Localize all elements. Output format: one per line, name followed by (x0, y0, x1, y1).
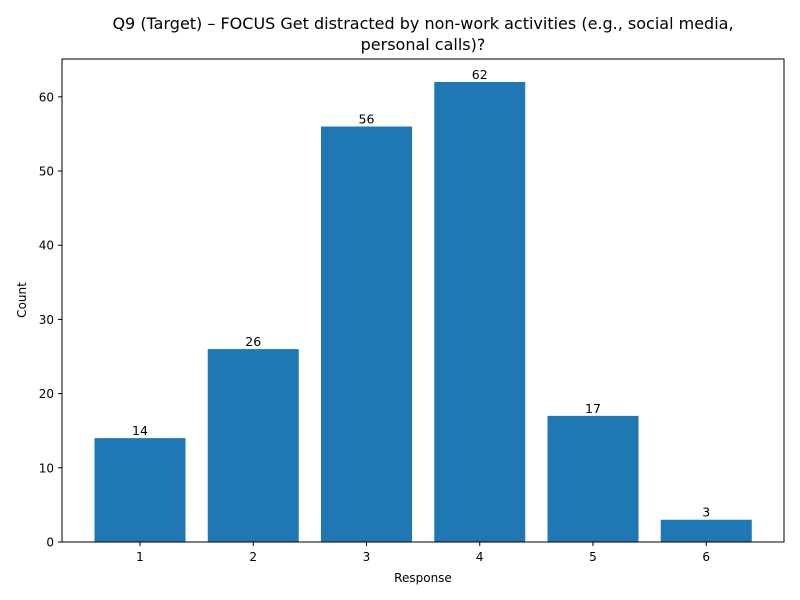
y-tick-label-50: 50 (39, 165, 54, 179)
data-label-5: 17 (585, 401, 601, 416)
x-tick-label-6: 6 (702, 550, 710, 564)
x-tick-label-2: 2 (249, 550, 257, 564)
x-axis-ticks: 1 2 3 4 5 6 (136, 542, 710, 564)
chart-title-line-2: personal calls)? (361, 35, 486, 54)
bar-6 (660, 519, 752, 542)
y-tick-label-10: 10 (39, 461, 54, 475)
x-tick-label-1: 1 (136, 550, 144, 564)
bar-1 (94, 438, 186, 542)
data-label-2: 26 (245, 334, 261, 349)
y-tick-label-0: 0 (46, 536, 54, 550)
y-tick-label-20: 20 (39, 387, 54, 401)
axes-frame (61, 58, 785, 543)
bars-group (94, 82, 752, 543)
bar-4 (434, 82, 526, 542)
bar-5 (547, 415, 639, 542)
y-axis-label: Count (15, 282, 29, 318)
data-labels-group: 14 26 56 62 17 3 (132, 67, 710, 520)
bar-2 (207, 349, 299, 542)
y-tick-label-60: 60 (39, 90, 54, 104)
data-label-3: 56 (359, 112, 375, 127)
x-tick-label-4: 4 (476, 550, 484, 564)
chart-title-line-1: Q9 (Target) – FOCUS Get distracted by no… (112, 14, 733, 33)
data-label-6: 3 (702, 505, 710, 520)
data-label-1: 14 (132, 423, 148, 438)
y-axis-ticks: 0 10 20 30 40 50 60 (39, 90, 62, 550)
y-tick-label-30: 30 (39, 313, 54, 327)
y-tick-label-40: 40 (39, 239, 54, 253)
x-tick-label-3: 3 (363, 550, 371, 564)
x-axis-label: Response (394, 571, 452, 585)
data-label-4: 62 (472, 67, 488, 82)
x-tick-label-5: 5 (589, 550, 597, 564)
bar-3 (321, 126, 412, 543)
